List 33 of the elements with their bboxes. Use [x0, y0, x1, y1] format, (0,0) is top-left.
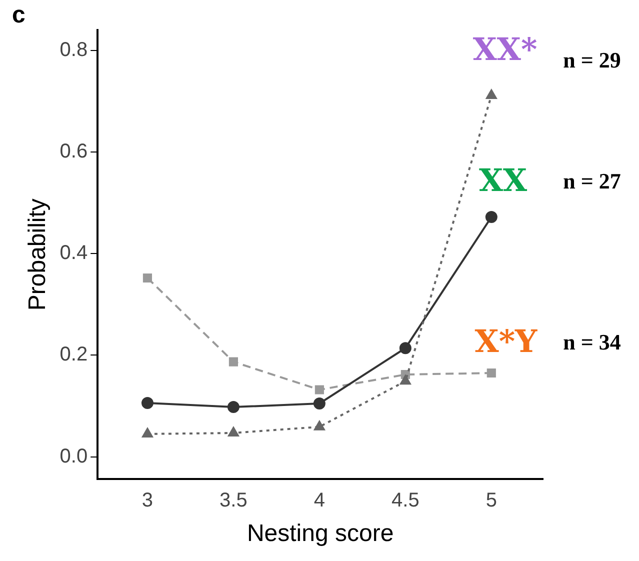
y-tick-label: 0.0 [60, 445, 88, 468]
y-tick-label: 0.6 [60, 140, 88, 162]
point [141, 396, 154, 409]
series-label: XX [478, 163, 528, 200]
y-tick-label: 0.8 [60, 38, 88, 61]
point [400, 375, 411, 385]
series-label: XX* [472, 32, 538, 68]
point [228, 426, 239, 436]
series-label: X*Y [474, 324, 538, 360]
point [486, 90, 497, 100]
text: n = 29 [563, 48, 621, 73]
y-tick-label: 0.2 [60, 344, 88, 366]
point [314, 420, 325, 430]
x-tick-label: 4 [314, 490, 326, 512]
point [314, 385, 324, 394]
point [142, 428, 153, 438]
point [399, 342, 412, 354]
text: n = 34 [563, 330, 621, 355]
y-tick-label: 0.4 [60, 242, 88, 264]
text: c [12, 2, 26, 29]
x-tick-label: 3 [142, 490, 154, 512]
y-axis-title: Probability [24, 198, 52, 311]
point [486, 368, 496, 378]
x-axis-title: Nesting score [246, 520, 394, 548]
point [142, 273, 152, 283]
x-tick-label: 4.5 [392, 490, 420, 512]
text: n = 27 [563, 168, 621, 194]
x-tick-label: 5 [486, 490, 497, 512]
point [485, 211, 498, 223]
point [227, 401, 240, 414]
point [228, 357, 238, 366]
point [313, 397, 326, 410]
x-tick-label: 3.5 [220, 490, 248, 512]
